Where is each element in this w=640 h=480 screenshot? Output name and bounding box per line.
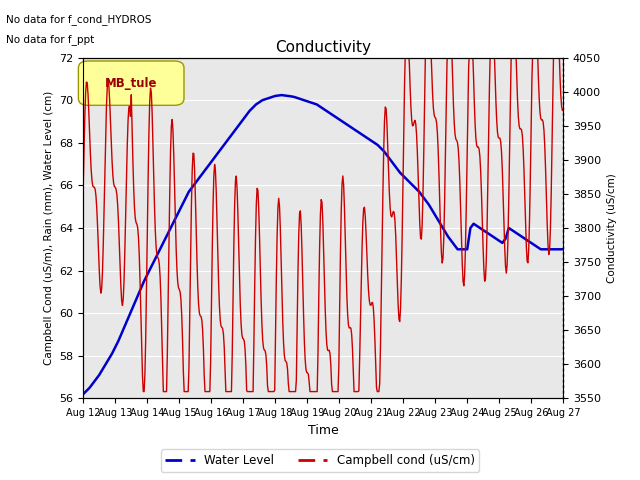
X-axis label: Time: Time bbox=[308, 424, 339, 437]
Legend: Water Level, Campbell cond (uS/cm): Water Level, Campbell cond (uS/cm) bbox=[161, 449, 479, 472]
Y-axis label: Conductivity (uS/cm): Conductivity (uS/cm) bbox=[607, 173, 616, 283]
Text: MB_tule: MB_tule bbox=[105, 77, 157, 90]
Text: No data for f_cond_HYDROS: No data for f_cond_HYDROS bbox=[6, 14, 152, 25]
Title: Conductivity: Conductivity bbox=[275, 40, 371, 55]
FancyBboxPatch shape bbox=[79, 61, 184, 105]
Text: No data for f_ppt: No data for f_ppt bbox=[6, 34, 95, 45]
Y-axis label: Campbell Cond (uS/m), Rain (mm), Water Level (cm): Campbell Cond (uS/m), Rain (mm), Water L… bbox=[44, 91, 54, 365]
